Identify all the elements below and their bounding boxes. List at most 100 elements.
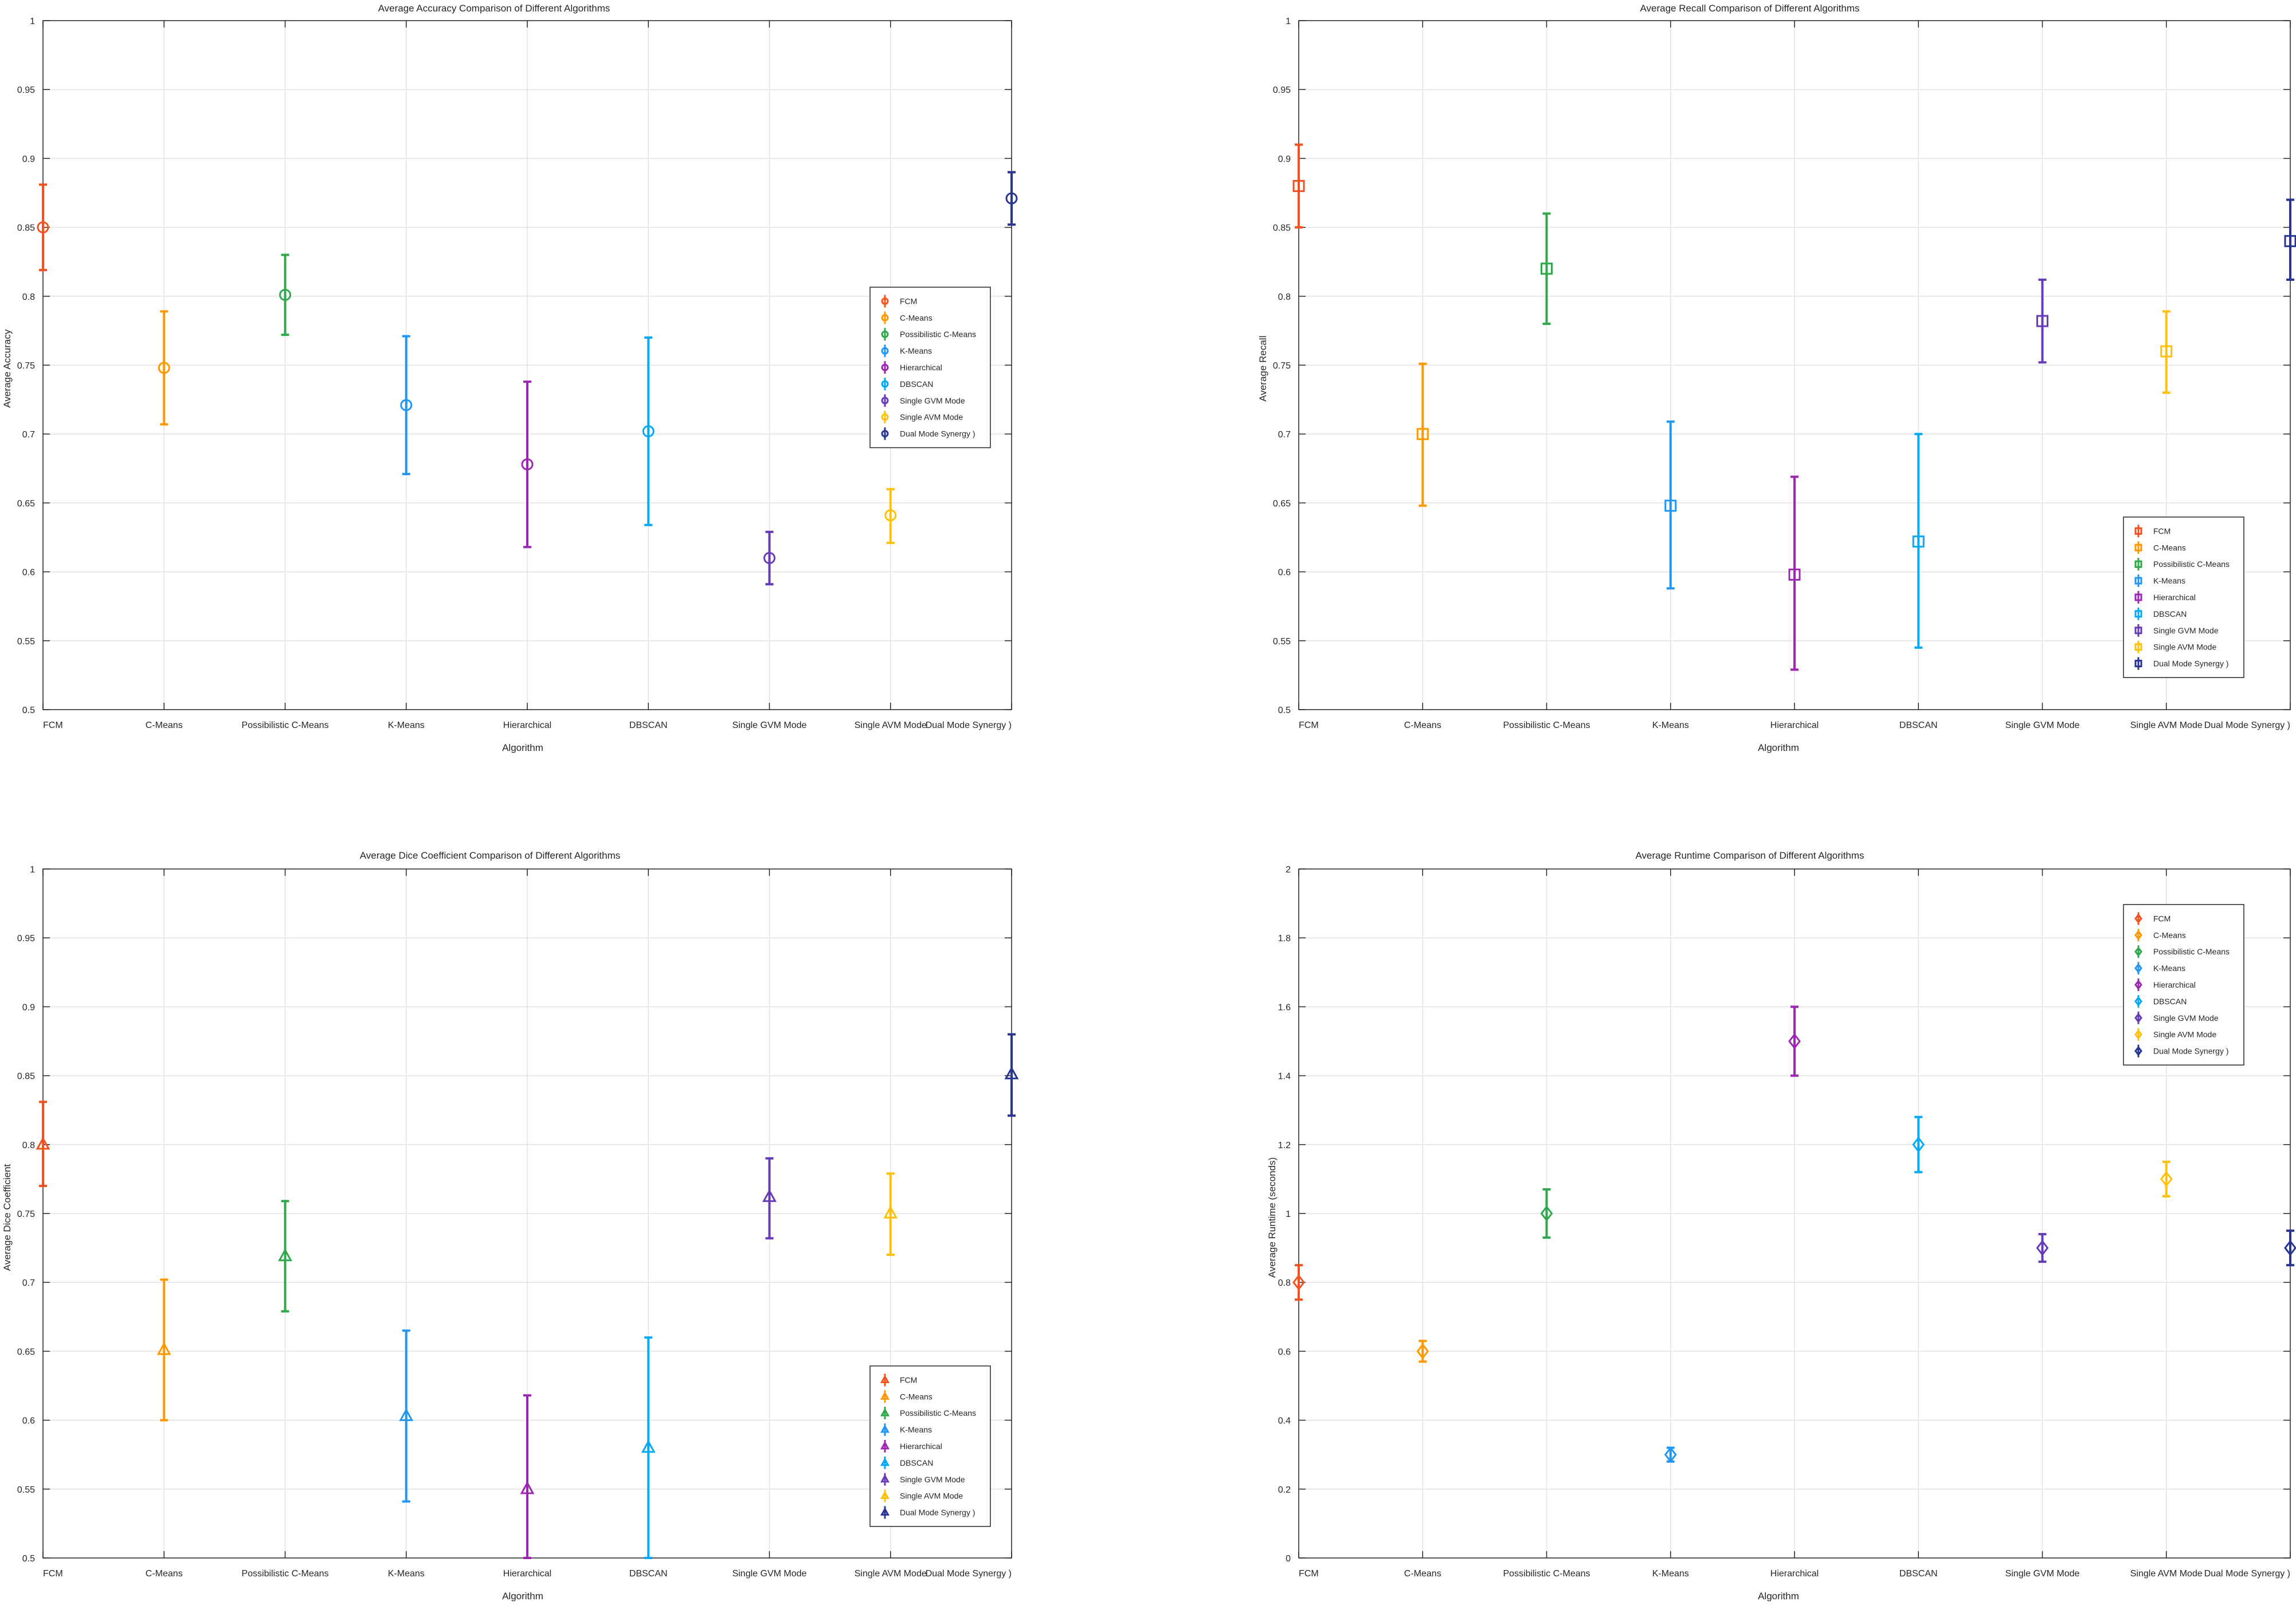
legend-swatch-marker (2134, 980, 2142, 990)
x-tick-label: K-Means (388, 721, 425, 730)
legend-swatch-marker (2134, 627, 2142, 635)
errorbar-point (399, 1329, 414, 1503)
legend-swatch-marker (2134, 963, 2142, 974)
y-tick-label: 0.8 (22, 1141, 35, 1150)
errorbar-point (1541, 212, 1553, 325)
errorbar-point (1004, 1033, 1019, 1117)
data-point-marker (883, 1205, 898, 1219)
runtime-subplot: Average Runtime Comparison of Different … (1267, 850, 2296, 1602)
y-tick-label: 1.8 (1278, 934, 1291, 944)
y-tick-label: 0.95 (1273, 85, 1291, 95)
legend-label: Single AVM Mode (2153, 1030, 2216, 1039)
legend-box (2123, 904, 2244, 1066)
errorbar-point (1664, 420, 1677, 590)
legend-item: Possibilistic C-Means (880, 1407, 976, 1420)
x-tick-label: Dual Mode Synergy ) (926, 721, 1012, 730)
legend-item: Hierarchical (2134, 978, 2196, 991)
x-axis-label: Algorithm (502, 742, 543, 753)
x-tick-label: C-Means (146, 721, 183, 730)
data-point-marker (2036, 1239, 2049, 1256)
y-tick-label: 0.6 (22, 568, 35, 578)
legend-item: Possibilistic C-Means (881, 328, 976, 341)
x-axis-label: Algorithm (502, 1591, 543, 1602)
y-axis-label: Average Accuracy (2, 329, 13, 408)
chart-title: Average Dice Coefficient Comparison of D… (360, 850, 621, 861)
data-point-marker (1416, 428, 1429, 440)
legend-label: C-Means (900, 313, 932, 322)
y-axis-label: Average Runtime (seconds) (1267, 1157, 1278, 1278)
data-point-marker (37, 221, 49, 234)
y-tick-label: 0.9 (22, 1003, 35, 1012)
y-tick-label: 0.95 (17, 85, 35, 95)
y-tick-label: 0.75 (1273, 361, 1291, 371)
y-tick-label: 0.7 (1278, 430, 1291, 440)
errorbar-point (2160, 310, 2173, 394)
legend-swatch-marker (2134, 643, 2142, 651)
x-tick-label: K-Means (1652, 1569, 1689, 1579)
data-point-marker (278, 1248, 292, 1262)
x-tick-label: FCM (1299, 1569, 1319, 1579)
legend-label: DBSCAN (2153, 609, 2187, 618)
legend-swatch-marker (2134, 1046, 2142, 1056)
x-tick-label: Single GVM Mode (732, 1569, 807, 1579)
legend-label: C-Means (900, 1392, 932, 1401)
errorbar-point (1416, 1340, 1429, 1363)
data-point-marker (1005, 192, 1018, 205)
chart-title: Average Runtime Comparison of Different … (1635, 850, 1864, 861)
errorbar-point (2284, 198, 2296, 281)
legend-label: DBSCAN (900, 1458, 933, 1467)
x-tick-label: Single GVM Mode (2005, 721, 2080, 730)
y-tick-label: 1 (1286, 17, 1291, 26)
x-tick-label: Hierarchical (1770, 721, 1819, 730)
legend-item: Dual Mode Synergy ) (2134, 657, 2229, 670)
legend-swatch-marker (2134, 1029, 2142, 1040)
errorbar-point (1540, 1188, 1553, 1239)
legend-item: C-Means (2134, 541, 2186, 554)
y-tick-label: 0.85 (17, 1072, 35, 1082)
x-tick-label: C-Means (1404, 1569, 1441, 1579)
legend-swatch-marker (881, 397, 889, 405)
x-tick-label: C-Means (1404, 721, 1441, 730)
data-point-marker (763, 552, 775, 565)
y-tick-label: 0.65 (17, 1347, 35, 1357)
errorbar-point (279, 253, 291, 336)
legend-label: Single GVM Mode (900, 396, 965, 405)
x-tick-label: Possibilistic C-Means (241, 1569, 328, 1579)
y-tick-label: 1 (30, 17, 35, 26)
legend-label: Dual Mode Synergy ) (900, 1508, 975, 1517)
legend-item: Dual Mode Synergy ) (2134, 1044, 2229, 1058)
x-tick-label: DBSCAN (629, 721, 668, 730)
legend-item: Possibilistic C-Means (2134, 558, 2230, 571)
y-tick-label: 0.8 (22, 292, 35, 302)
data-point-marker (1292, 179, 1305, 192)
legend-label: Dual Mode Synergy ) (2153, 1047, 2229, 1056)
legend-label: Hierarchical (900, 1442, 942, 1451)
y-tick-label: 0.2 (1278, 1485, 1291, 1495)
legend-label: Single GVM Mode (2153, 626, 2219, 635)
errorbar-point (763, 530, 775, 586)
x-tick-label: DBSCAN (1899, 1569, 1938, 1579)
legend-swatch-marker (881, 297, 889, 305)
errorbar-point (1005, 171, 1018, 226)
legend-item: DBSCAN (2134, 995, 2187, 1008)
x-tick-label: Single GVM Mode (732, 721, 807, 730)
errorbar-point (36, 1101, 50, 1187)
errorbar-point (1788, 1005, 1801, 1077)
x-tick-label: Hierarchical (503, 721, 551, 730)
data-point-marker (1912, 535, 1925, 548)
legend-swatch-marker (881, 430, 889, 438)
data-point-marker (520, 1481, 535, 1494)
data-point-marker (156, 1342, 171, 1355)
y-tick-label: 0.8 (1278, 1278, 1291, 1288)
x-tick-label: Dual Mode Synergy ) (2204, 721, 2290, 730)
legend-item: K-Means (881, 344, 932, 358)
legend-swatch-marker (880, 1457, 890, 1466)
errorbar-point (278, 1200, 292, 1313)
legend-label: K-Means (2153, 964, 2185, 973)
legend-swatch-marker (2134, 930, 2142, 941)
data-point-marker (1788, 1033, 1801, 1050)
legend-label: K-Means (900, 1425, 932, 1434)
chart-title: Average Recall Comparison of Different A… (1640, 3, 1860, 14)
legend-swatch-marker (2134, 593, 2142, 601)
y-tick-label: 0.5 (22, 706, 35, 715)
